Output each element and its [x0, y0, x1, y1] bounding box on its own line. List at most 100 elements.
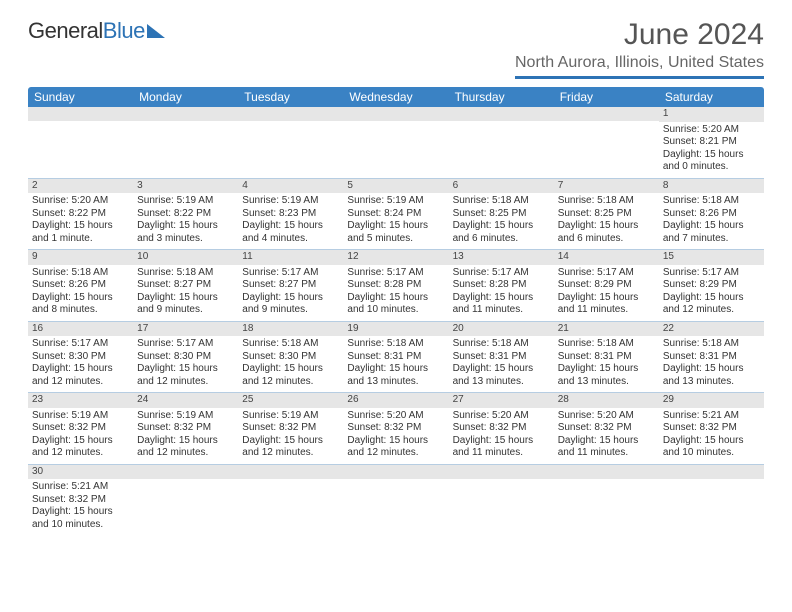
sunrise-text: Sunrise: 5:17 AM [347, 267, 444, 280]
sunrise-text: Sunrise: 5:18 AM [242, 338, 339, 351]
weekday-header: Sunday [28, 87, 133, 107]
sunrise-text: Sunrise: 5:19 AM [32, 410, 129, 423]
calendar-day-cell: 30Sunrise: 5:21 AMSunset: 8:32 PMDayligh… [28, 464, 133, 535]
calendar-day-cell: 15Sunrise: 5:17 AMSunset: 8:29 PMDayligh… [659, 250, 764, 322]
day-number: 16 [28, 322, 133, 337]
daylight-text: Daylight: 15 hours and 12 minutes. [663, 292, 760, 317]
sunset-text: Sunset: 8:26 PM [663, 208, 760, 221]
day-number [343, 107, 448, 121]
day-number: 4 [238, 179, 343, 194]
daylight-text: Daylight: 15 hours and 12 minutes. [137, 435, 234, 460]
calendar-page: General Blue June 2024 North Aurora, Ill… [0, 0, 792, 553]
sunset-text: Sunset: 8:32 PM [558, 422, 655, 435]
daylight-text: Daylight: 15 hours and 9 minutes. [137, 292, 234, 317]
sunset-text: Sunset: 8:23 PM [242, 208, 339, 221]
daylight-text: Daylight: 15 hours and 6 minutes. [453, 220, 550, 245]
calendar-day-cell [133, 107, 238, 178]
sunrise-text: Sunrise: 5:18 AM [137, 267, 234, 280]
calendar-day-cell: 6Sunrise: 5:18 AMSunset: 8:25 PMDaylight… [449, 178, 554, 250]
day-detail: Sunrise: 5:17 AMSunset: 8:29 PMDaylight:… [659, 265, 764, 321]
daylight-text: Daylight: 15 hours and 8 minutes. [32, 292, 129, 317]
sunset-text: Sunset: 8:32 PM [32, 494, 129, 507]
sunrise-text: Sunrise: 5:17 AM [137, 338, 234, 351]
brand-text-2: Blue [103, 18, 145, 44]
daylight-text: Daylight: 15 hours and 11 minutes. [558, 292, 655, 317]
calendar-day-cell: 24Sunrise: 5:19 AMSunset: 8:32 PMDayligh… [133, 393, 238, 465]
sunset-text: Sunset: 8:26 PM [32, 279, 129, 292]
sunrise-text: Sunrise: 5:21 AM [663, 410, 760, 423]
calendar-day-cell [343, 107, 448, 178]
day-detail: Sunrise: 5:20 AMSunset: 8:22 PMDaylight:… [28, 193, 133, 249]
day-number [28, 107, 133, 121]
sunset-text: Sunset: 8:32 PM [242, 422, 339, 435]
day-number [238, 107, 343, 121]
daylight-text: Daylight: 15 hours and 13 minutes. [347, 363, 444, 388]
daylight-text: Daylight: 15 hours and 12 minutes. [242, 435, 339, 460]
sunrise-text: Sunrise: 5:18 AM [558, 195, 655, 208]
sunrise-text: Sunrise: 5:19 AM [242, 195, 339, 208]
brand-logo: General Blue [28, 18, 165, 44]
header: General Blue June 2024 North Aurora, Ill… [28, 18, 764, 79]
calendar-day-cell: 13Sunrise: 5:17 AMSunset: 8:28 PMDayligh… [449, 250, 554, 322]
calendar-day-cell: 4Sunrise: 5:19 AMSunset: 8:23 PMDaylight… [238, 178, 343, 250]
daylight-text: Daylight: 15 hours and 5 minutes. [347, 220, 444, 245]
sunset-text: Sunset: 8:30 PM [242, 351, 339, 364]
day-detail: Sunrise: 5:20 AMSunset: 8:21 PMDaylight:… [659, 122, 764, 178]
calendar-day-cell: 19Sunrise: 5:18 AMSunset: 8:31 PMDayligh… [343, 321, 448, 393]
day-number: 20 [449, 322, 554, 337]
sunrise-text: Sunrise: 5:18 AM [558, 338, 655, 351]
day-number [554, 107, 659, 121]
daylight-text: Daylight: 15 hours and 13 minutes. [558, 363, 655, 388]
sunset-text: Sunset: 8:31 PM [453, 351, 550, 364]
day-detail: Sunrise: 5:18 AMSunset: 8:31 PMDaylight:… [343, 336, 448, 392]
day-number [133, 107, 238, 121]
day-number [554, 465, 659, 479]
title-block: June 2024 North Aurora, Illinois, United… [515, 18, 764, 79]
day-number: 25 [238, 393, 343, 408]
sunset-text: Sunset: 8:32 PM [137, 422, 234, 435]
calendar-day-cell: 8Sunrise: 5:18 AMSunset: 8:26 PMDaylight… [659, 178, 764, 250]
daylight-text: Daylight: 15 hours and 11 minutes. [558, 435, 655, 460]
day-detail: Sunrise: 5:18 AMSunset: 8:27 PMDaylight:… [133, 265, 238, 321]
sunrise-text: Sunrise: 5:20 AM [663, 124, 760, 137]
day-number: 19 [343, 322, 448, 337]
sunset-text: Sunset: 8:22 PM [32, 208, 129, 221]
calendar-week-row: 1Sunrise: 5:20 AMSunset: 8:21 PMDaylight… [28, 107, 764, 178]
sunset-text: Sunset: 8:32 PM [663, 422, 760, 435]
daylight-text: Daylight: 15 hours and 11 minutes. [453, 292, 550, 317]
calendar-day-cell [554, 107, 659, 178]
daylight-text: Daylight: 15 hours and 10 minutes. [32, 506, 129, 531]
day-number: 10 [133, 250, 238, 265]
calendar-day-cell [28, 107, 133, 178]
day-number: 3 [133, 179, 238, 194]
day-detail: Sunrise: 5:17 AMSunset: 8:29 PMDaylight:… [554, 265, 659, 321]
weekday-header: Thursday [449, 87, 554, 107]
day-detail: Sunrise: 5:17 AMSunset: 8:30 PMDaylight:… [133, 336, 238, 392]
sunrise-text: Sunrise: 5:19 AM [137, 195, 234, 208]
day-number: 22 [659, 322, 764, 337]
calendar-day-cell: 5Sunrise: 5:19 AMSunset: 8:24 PMDaylight… [343, 178, 448, 250]
daylight-text: Daylight: 15 hours and 3 minutes. [137, 220, 234, 245]
calendar-day-cell [554, 464, 659, 535]
day-detail: Sunrise: 5:18 AMSunset: 8:30 PMDaylight:… [238, 336, 343, 392]
sunset-text: Sunset: 8:30 PM [32, 351, 129, 364]
calendar-day-cell: 14Sunrise: 5:17 AMSunset: 8:29 PMDayligh… [554, 250, 659, 322]
daylight-text: Daylight: 15 hours and 10 minutes. [347, 292, 444, 317]
sunset-text: Sunset: 8:25 PM [453, 208, 550, 221]
day-number: 14 [554, 250, 659, 265]
daylight-text: Daylight: 15 hours and 12 minutes. [347, 435, 444, 460]
day-number [449, 465, 554, 479]
day-number [343, 465, 448, 479]
calendar-week-row: 30Sunrise: 5:21 AMSunset: 8:32 PMDayligh… [28, 464, 764, 535]
sunset-text: Sunset: 8:31 PM [347, 351, 444, 364]
calendar-day-cell: 3Sunrise: 5:19 AMSunset: 8:22 PMDaylight… [133, 178, 238, 250]
calendar-day-cell: 1Sunrise: 5:20 AMSunset: 8:21 PMDaylight… [659, 107, 764, 178]
calendar-day-cell: 28Sunrise: 5:20 AMSunset: 8:32 PMDayligh… [554, 393, 659, 465]
day-number: 17 [133, 322, 238, 337]
day-number: 18 [238, 322, 343, 337]
sunrise-text: Sunrise: 5:17 AM [453, 267, 550, 280]
daylight-text: Daylight: 15 hours and 9 minutes. [242, 292, 339, 317]
calendar-day-cell [449, 464, 554, 535]
sunrise-text: Sunrise: 5:20 AM [347, 410, 444, 423]
sunrise-text: Sunrise: 5:20 AM [558, 410, 655, 423]
